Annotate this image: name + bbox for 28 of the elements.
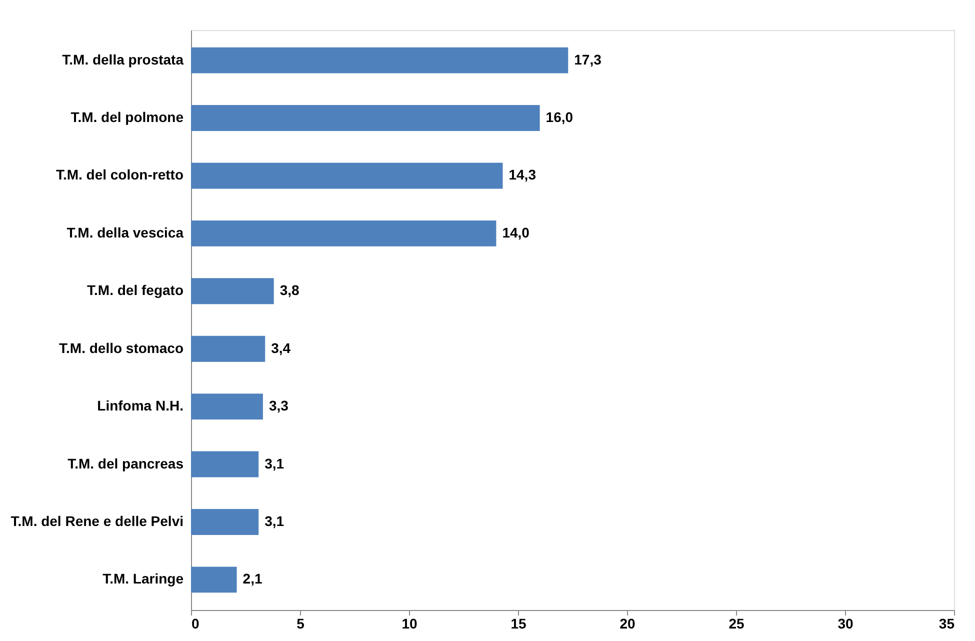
x-tick-label: 0 [192, 616, 200, 632]
y-tick-label: T.M. del Rene e delle Pelvi [10, 512, 184, 529]
y-tick-label: Linfoma N.H. [97, 398, 184, 414]
x-tick-label: 25 [728, 616, 744, 632]
y-tick-label: T.M. del colon-retto [56, 166, 184, 183]
data-label: 14,0 [502, 224, 530, 240]
y-tick-label: T.M. Laringe [102, 570, 184, 587]
y-tick-label: T.M. dello stomaco [59, 340, 184, 356]
x-tick-label: 30 [838, 616, 854, 632]
data-label: 3,1 [264, 455, 284, 472]
x-tick-label: 20 [620, 616, 636, 632]
data-label: 14,3 [508, 166, 536, 183]
x-tick-label: 15 [510, 616, 526, 632]
y-tick-label: T.M. del pancreas [68, 455, 184, 472]
y-tick-label: T.M. della vescica [66, 224, 184, 240]
y-tick-label: T.M. del polmone [70, 109, 184, 126]
data-label: 17,3 [574, 51, 602, 68]
data-label: 2,1 [242, 570, 262, 587]
x-tick-label: 35 [938, 616, 955, 632]
data-label: 16,0 [546, 109, 574, 126]
x-tick-label: 5 [296, 616, 305, 632]
x-tick-label: 10 [402, 616, 418, 632]
data-label: 3,3 [268, 398, 289, 414]
y-tick-label: T.M. della prostata [62, 51, 184, 68]
data-label: 3,1 [264, 512, 284, 529]
y-tick-label: T.M. del fegato [87, 282, 184, 298]
data-label: 3,4 [271, 340, 291, 356]
data-label: 3,8 [280, 282, 300, 298]
